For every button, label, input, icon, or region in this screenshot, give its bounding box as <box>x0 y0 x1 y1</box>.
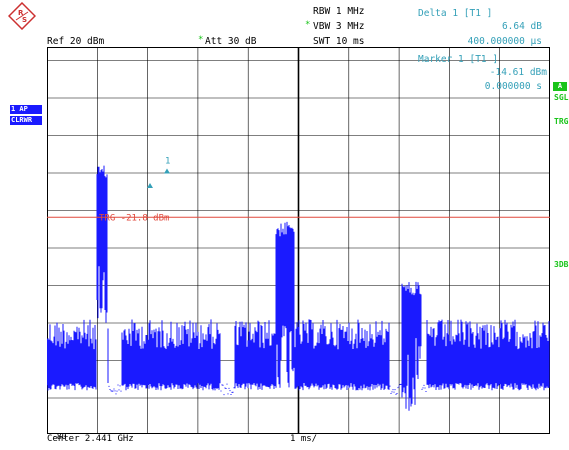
trace-envelope <box>47 165 550 411</box>
time-span-readout: 1 ms/ <box>290 434 318 444</box>
att-coupled-marker: * <box>198 35 204 45</box>
att-readout: Att 30 dB <box>205 36 257 47</box>
rbw-readout: RBW 1 MHz <box>313 6 365 17</box>
single-sweep-indicator: SGL <box>554 93 569 102</box>
delta-marker-triangle <box>147 183 153 188</box>
vbw-coupled-marker: * <box>305 20 311 30</box>
vbw-readout: VBW 3 MHz <box>313 21 365 32</box>
3db-bandwidth-indicator: 3DB <box>554 260 569 269</box>
y-axis-label: -80 <box>52 431 67 441</box>
marker-level: -14.61 dBm <box>489 67 547 78</box>
marker-title: Marker 1 [T1 ] <box>418 54 499 65</box>
marker-1-label: 1 <box>165 157 170 167</box>
delta-marker-title: Delta 1 [T1 ] <box>418 8 493 19</box>
center-frequency-readout: Center 2.441 GHz <box>47 434 134 444</box>
trigger-indicator: TRG <box>554 117 569 126</box>
trace-mode-badge[interactable]: CLRWR <box>10 116 42 125</box>
marker-time: 0.000000 s <box>484 81 542 92</box>
trace-1 <box>47 165 550 411</box>
spectrum-plot[interactable]: TRG -21.8 dBm 1 <box>47 47 550 434</box>
delta-marker-time: 400.000000 µs <box>467 36 542 47</box>
trace-detector-badge[interactable]: 1 AP <box>10 105 42 114</box>
markers-layer: 1 <box>147 157 170 188</box>
rohde-schwarz-logo: R S <box>8 2 36 30</box>
sweep-status-badge: A <box>553 82 567 91</box>
svg-text:S: S <box>22 16 27 24</box>
svg-text:R: R <box>18 9 24 17</box>
trigger-level-label: TRG -21.8 dBm <box>99 213 169 223</box>
delta-marker-level: 6.64 dB <box>501 21 542 32</box>
plot-grid <box>47 47 550 434</box>
marker-1-triangle <box>164 168 170 174</box>
swt-readout: SWT 10 ms <box>313 36 365 47</box>
ref-level-readout: Ref 20 dBm <box>47 36 105 47</box>
